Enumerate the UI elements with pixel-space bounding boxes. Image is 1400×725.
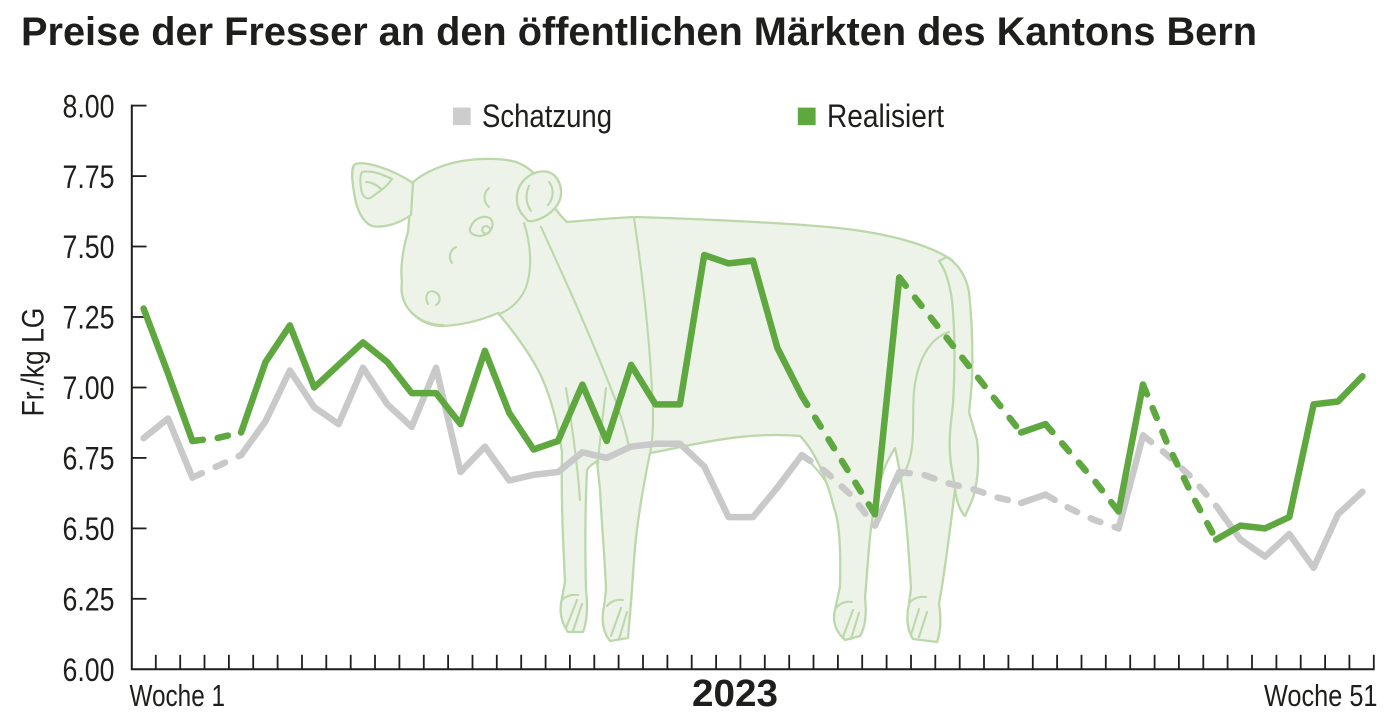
svg-text:Schatzung: Schatzung bbox=[482, 98, 612, 134]
svg-text:8.00: 8.00 bbox=[63, 88, 115, 124]
svg-text:6.75: 6.75 bbox=[63, 441, 115, 477]
svg-text:6.50: 6.50 bbox=[63, 511, 115, 547]
svg-text:2023: 2023 bbox=[692, 672, 778, 715]
svg-text:7.25: 7.25 bbox=[63, 300, 115, 336]
svg-text:Woche 51: Woche 51 bbox=[1264, 678, 1378, 713]
svg-text:Preise der Fresser an den öffe: Preise der Fresser an den öffentlichen M… bbox=[21, 10, 1257, 54]
svg-text:Fr./kg LG: Fr./kg LG bbox=[14, 308, 50, 417]
svg-text:Realisiert: Realisiert bbox=[827, 98, 944, 134]
svg-text:6.25: 6.25 bbox=[63, 582, 115, 618]
svg-text:6.00: 6.00 bbox=[63, 652, 115, 688]
svg-text:Woche 1: Woche 1 bbox=[130, 678, 226, 713]
svg-text:7.75: 7.75 bbox=[63, 159, 115, 195]
svg-text:7.50: 7.50 bbox=[63, 229, 115, 265]
svg-text:7.00: 7.00 bbox=[63, 370, 115, 406]
